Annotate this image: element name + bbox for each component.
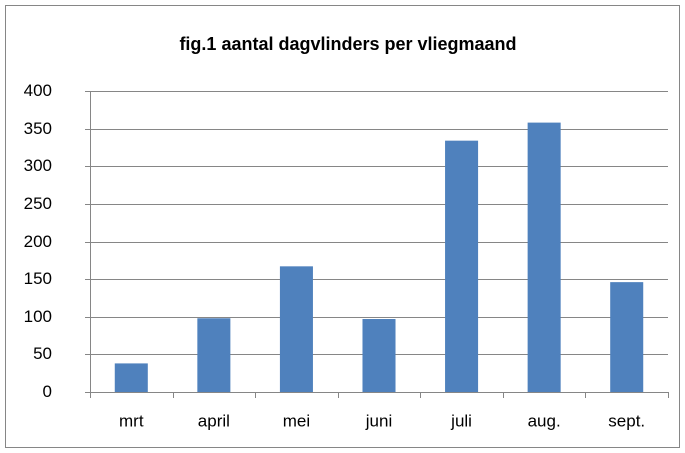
bar (610, 282, 644, 392)
bar (445, 140, 479, 392)
x-tick-label: juli (450, 411, 472, 430)
bar (362, 319, 396, 392)
y-tick-label: 200 (24, 232, 52, 251)
x-tick-label: mei (283, 411, 310, 430)
bar (279, 266, 313, 392)
x-tick-label: sept. (608, 411, 645, 430)
y-tick-label: 150 (24, 269, 52, 288)
y-tick-label: 350 (24, 119, 52, 138)
chart-frame (5, 5, 680, 448)
y-tick-label: 250 (24, 194, 52, 213)
y-tick-label: 300 (24, 156, 52, 175)
y-tick-label: 400 (24, 81, 52, 100)
bar (114, 363, 148, 392)
x-tick-label: mrt (119, 411, 144, 430)
x-tick-label: juni (365, 411, 392, 430)
chart-title: fig.1 aantal dagvlinders per vliegmaand (179, 34, 516, 54)
bar (197, 318, 231, 392)
bar (527, 122, 561, 392)
y-tick-label: 100 (24, 307, 52, 326)
y-tick-label: 50 (33, 344, 52, 363)
x-tick-label: april (198, 411, 230, 430)
y-tick-label: 0 (43, 382, 52, 401)
x-tick-label: aug. (528, 411, 561, 430)
